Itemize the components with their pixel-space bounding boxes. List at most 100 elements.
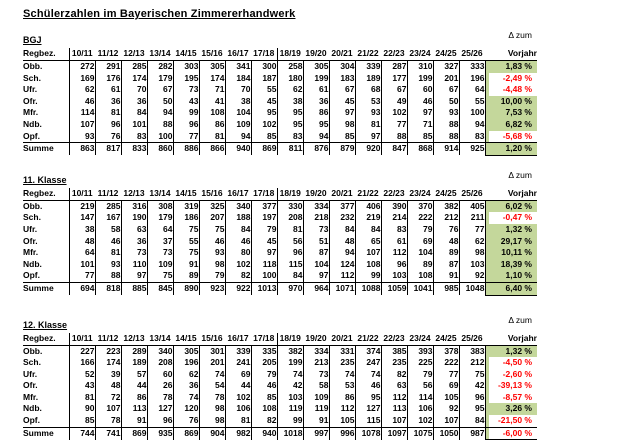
cell-value: 77 (381, 119, 407, 131)
delta-value: -5,68 % (489, 131, 538, 143)
cell-value: 208 (147, 357, 173, 369)
cell-value: 287 (381, 61, 407, 73)
cell-value: 811 (277, 143, 303, 156)
cell-value: 201 (199, 357, 225, 369)
cell-value: 84 (329, 224, 355, 236)
column-header-year: 12/13 (121, 48, 147, 61)
cell-value: 46 (95, 236, 121, 248)
column-header-year: 22/23 (381, 188, 407, 201)
cell-value: 76 (433, 224, 459, 236)
column-header-year: 10/11 (69, 333, 95, 346)
delta-value: 3,26 % (489, 403, 538, 415)
delta-cell: 3,26 % (485, 403, 537, 415)
row-label: Ufr. (23, 369, 69, 381)
cell-value: 38 (69, 224, 95, 236)
cell-value: 77 (433, 369, 459, 381)
cell-value: 103 (277, 392, 303, 404)
delta-cell: -39,13 % (485, 380, 537, 392)
cell-value: 199 (407, 73, 433, 85)
cell-value: 84 (225, 224, 251, 236)
cell-value: 53 (355, 96, 381, 108)
cell-value: 327 (433, 61, 459, 73)
column-header-year: 23/24 (407, 48, 433, 61)
delta-value: 18,39 % (489, 259, 538, 271)
cell-value: 99 (355, 270, 381, 282)
cell-value: 74 (173, 392, 199, 404)
delta-value: 10,00 % (489, 96, 538, 108)
column-header-year: 25/26 (459, 48, 485, 61)
cell-value: 83 (121, 131, 147, 143)
cell-value: 78 (199, 392, 225, 404)
cell-value: 97 (303, 270, 329, 282)
delta-value: -2,60 % (489, 369, 538, 381)
column-header-year: 14/15 (173, 48, 199, 61)
cell-value: 105 (329, 415, 355, 427)
cell-value: 58 (303, 380, 329, 392)
delta-column-header-line2: Vorjahr (485, 48, 537, 61)
row-label: Ndb. (23, 259, 69, 271)
cell-value: 44 (121, 380, 147, 392)
delta-value: -8,57 % (489, 392, 538, 404)
cell-value: 60 (407, 84, 433, 96)
cell-value: 222 (433, 357, 459, 369)
cell-value: 86 (303, 107, 329, 119)
cell-value: 96 (277, 247, 303, 259)
column-header-year: 24/25 (433, 333, 459, 346)
cell-value: 75 (199, 224, 225, 236)
cell-value: 177 (381, 73, 407, 85)
cell-value: 305 (173, 345, 199, 357)
cell-value: 75 (459, 369, 485, 381)
cell-value: 82 (225, 270, 251, 282)
delta-cell: 1,83 % (485, 61, 537, 73)
cell-value: 104 (303, 259, 329, 271)
delta-column-header-line2: Vorjahr (485, 333, 537, 346)
cell-value: 95 (355, 392, 381, 404)
cell-value: 107 (69, 119, 95, 131)
cell-value: 101 (69, 259, 95, 271)
cell-value: 213 (303, 357, 329, 369)
cell-value: 174 (95, 357, 121, 369)
cell-value: 112 (381, 247, 407, 259)
column-header-year: 23/24 (407, 333, 433, 346)
cell-value: 99 (173, 107, 199, 119)
cell-value: 124 (329, 259, 355, 271)
cell-value: 694 (69, 282, 95, 295)
cell-value: 1041 (407, 282, 433, 295)
cell-value: 87 (433, 259, 459, 271)
cell-value: 67 (329, 84, 355, 96)
cell-value: 26 (147, 380, 173, 392)
delta-cell: -4,50 % (485, 357, 537, 369)
cell-value: 199 (277, 357, 303, 369)
cell-value: 195 (173, 73, 199, 85)
cell-value: 79 (407, 369, 433, 381)
cell-value: 79 (251, 224, 277, 236)
cell-value: 74 (329, 369, 355, 381)
column-header-year: 21/22 (355, 48, 381, 61)
cell-value: 86 (121, 392, 147, 404)
row-label: Obb. (23, 345, 69, 357)
cell-value: 103 (459, 259, 485, 271)
cell-value: 43 (173, 96, 199, 108)
cell-value: 37 (147, 236, 173, 248)
cell-value: 75 (173, 247, 199, 259)
cell-value: 84 (355, 224, 381, 236)
cell-value: 219 (69, 200, 95, 212)
cell-value: 212 (459, 357, 485, 369)
cell-value: 208 (277, 212, 303, 224)
cell-value: 73 (173, 84, 199, 96)
row-label: Mfr. (23, 392, 69, 404)
cell-value: 98 (199, 403, 225, 415)
column-header-year: 10/11 (69, 188, 95, 201)
cell-value: 88 (433, 131, 459, 143)
cell-value: 61 (381, 236, 407, 248)
cell-value: 212 (433, 212, 459, 224)
cell-value: 88 (95, 270, 121, 282)
delta-cell: 7,53 % (485, 107, 537, 119)
cell-value: 374 (355, 345, 381, 357)
delta-cell: 10,00 % (485, 96, 537, 108)
